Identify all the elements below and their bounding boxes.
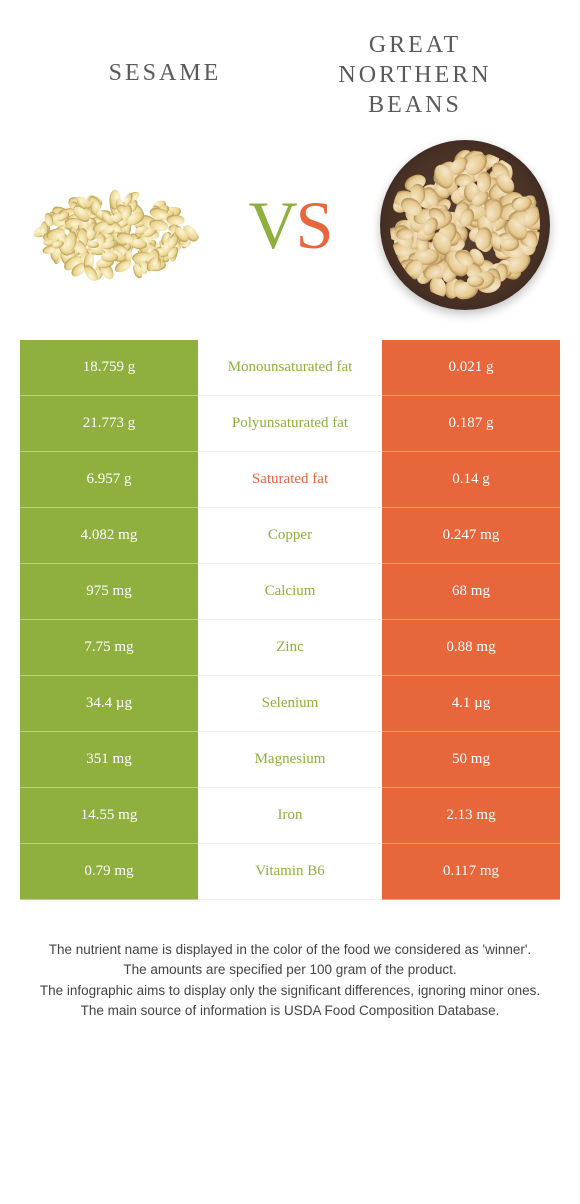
- right-value: 2.13 mg: [382, 788, 560, 844]
- table-row: 14.55 mgIron2.13 mg: [20, 788, 560, 844]
- left-value: 34.4 µg: [20, 676, 198, 732]
- left-value: 6.957 g: [20, 452, 198, 508]
- beans-image: [380, 140, 550, 310]
- right-value: 0.247 mg: [382, 508, 560, 564]
- nutrient-label: Magnesium: [198, 732, 382, 788]
- left-value: 351 mg: [20, 732, 198, 788]
- left-value: 21.773 g: [20, 396, 198, 452]
- table-row: 21.773 gPolyunsaturated fat0.187 g: [20, 396, 560, 452]
- footer-line-3: The infographic aims to display only the…: [30, 981, 550, 1001]
- left-value: 18.759 g: [20, 340, 198, 396]
- table-row: 4.082 mgCopper0.247 mg: [20, 508, 560, 564]
- nutrient-label: Saturated fat: [198, 452, 382, 508]
- header-right: GREAT NORTHERN BEANS: [290, 30, 540, 120]
- nutrient-label: Polyunsaturated fat: [198, 396, 382, 452]
- nutrient-label: Vitamin B6: [198, 844, 382, 900]
- nutrient-label: Zinc: [198, 620, 382, 676]
- nutrient-label: Monounsaturated fat: [198, 340, 382, 396]
- table-row: 0.79 mgVitamin B60.117 mg: [20, 844, 560, 900]
- left-food-title: SESAME: [40, 60, 290, 87]
- vs-label: VS: [249, 186, 332, 265]
- right-value: 0.14 g: [382, 452, 560, 508]
- images-row: VS: [0, 130, 580, 340]
- nutrient-label: Calcium: [198, 564, 382, 620]
- header: SESAME GREAT NORTHERN BEANS: [0, 0, 580, 130]
- left-value: 975 mg: [20, 564, 198, 620]
- vs-s: S: [296, 187, 332, 263]
- footer-line-2: The amounts are specified per 100 gram o…: [30, 960, 550, 980]
- table-row: 7.75 mgZinc0.88 mg: [20, 620, 560, 676]
- nutrient-label: Iron: [198, 788, 382, 844]
- sesame-image: [30, 140, 200, 310]
- table-row: 6.957 gSaturated fat0.14 g: [20, 452, 560, 508]
- right-value: 0.117 mg: [382, 844, 560, 900]
- table-row: 34.4 µgSelenium4.1 µg: [20, 676, 560, 732]
- table-row: 351 mgMagnesium50 mg: [20, 732, 560, 788]
- right-value: 0.88 mg: [382, 620, 560, 676]
- right-value: 68 mg: [382, 564, 560, 620]
- left-value: 0.79 mg: [20, 844, 198, 900]
- nutrient-label: Copper: [198, 508, 382, 564]
- right-value: 50 mg: [382, 732, 560, 788]
- header-left: SESAME: [40, 30, 290, 87]
- table-row: 975 mgCalcium68 mg: [20, 564, 560, 620]
- nutrient-table: 18.759 gMonounsaturated fat0.021 g21.773…: [20, 340, 560, 900]
- vs-v: V: [249, 187, 296, 263]
- table-row: 18.759 gMonounsaturated fat0.021 g: [20, 340, 560, 396]
- nutrient-label: Selenium: [198, 676, 382, 732]
- footer-line-4: The main source of information is USDA F…: [30, 1001, 550, 1021]
- right-food-title: GREAT NORTHERN BEANS: [290, 30, 540, 120]
- right-value: 4.1 µg: [382, 676, 560, 732]
- left-value: 7.75 mg: [20, 620, 198, 676]
- right-value: 0.021 g: [382, 340, 560, 396]
- footer-notes: The nutrient name is displayed in the co…: [0, 900, 580, 1041]
- right-value: 0.187 g: [382, 396, 560, 452]
- left-value: 14.55 mg: [20, 788, 198, 844]
- footer-line-1: The nutrient name is displayed in the co…: [30, 940, 550, 960]
- left-value: 4.082 mg: [20, 508, 198, 564]
